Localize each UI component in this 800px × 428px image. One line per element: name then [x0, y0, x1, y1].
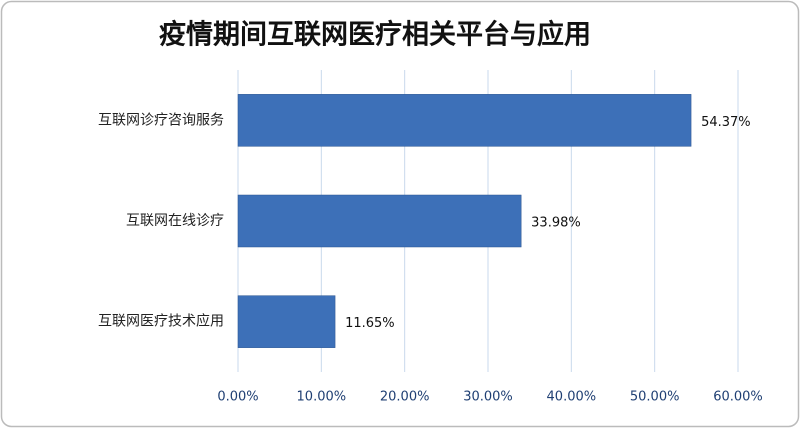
bar	[237, 194, 522, 248]
y-tick-label: 互联网医疗技术应用	[98, 313, 224, 330]
y-tick-label: 互联网在线诊疗	[126, 213, 224, 229]
bar	[237, 295, 336, 348]
value-label: 54.37%	[701, 115, 751, 130]
x-tick-label: 30.00%	[463, 390, 513, 405]
value-label: 11.65%	[345, 316, 395, 331]
x-tick-label: 60.00%	[713, 390, 763, 405]
x-tick-label: 40.00%	[547, 390, 597, 405]
chart-title: 疫情期间互联网医疗相关平台与应用	[159, 19, 591, 51]
x-tick-label: 10.00%	[297, 390, 347, 405]
y-tick-label: 互联网诊疗咨询服务	[98, 112, 224, 128]
x-tick-label: 20.00%	[380, 390, 430, 405]
x-tick-label: 0.00%	[217, 390, 258, 405]
value-label: 33.98%	[531, 216, 581, 231]
x-tick-label: 50.00%	[630, 390, 680, 405]
bar	[237, 94, 692, 147]
